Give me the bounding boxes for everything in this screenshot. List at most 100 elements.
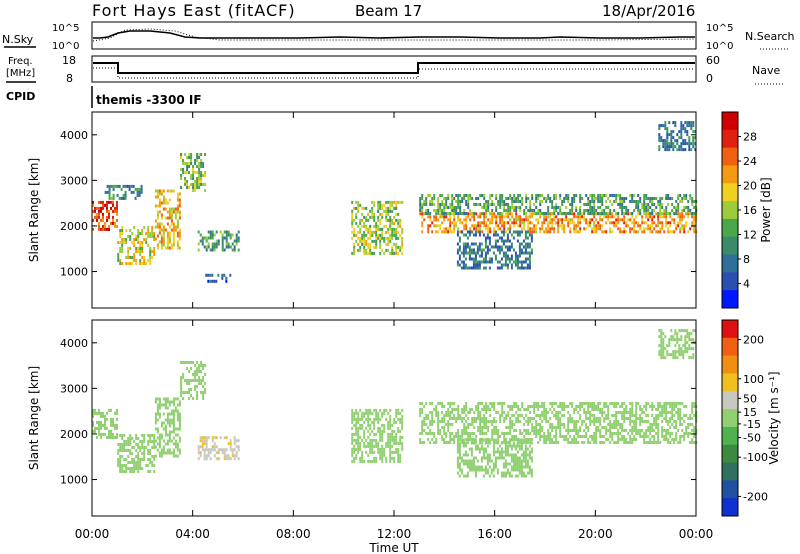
power-echo-cell [162,189,165,193]
velocity-echo-cell [116,423,118,427]
power-echo-cell [593,200,596,203]
velocity-echo-cell [577,405,580,408]
velocity-echo-cell [660,335,663,339]
power-echo-cell [487,230,490,234]
velocity-echo-cell [609,420,612,423]
velocity-echo-cell [671,423,674,426]
velocity-echo-cell [679,411,682,414]
velocity-echo-cell [502,465,505,469]
velocity-echo-cell [563,402,566,405]
power-echo-cell [579,221,582,225]
power-echo-cell [657,224,660,228]
velocity-echo-cell [613,423,616,426]
power-echo-cell [108,187,111,191]
velocity-echo-cell [389,438,392,442]
velocity-echo-cell [521,432,524,435]
velocity-echo-cell [667,420,670,423]
velocity-echo-cell [482,453,485,457]
velocity-echo-cell [166,406,169,410]
power-echo-cell [437,212,440,215]
velocity-echo-cell [474,468,477,472]
velocity-echo-cell [670,353,673,357]
velocity-echo-cell [94,429,96,433]
power-colorbar-segment [722,147,738,166]
velocity-echo-cell [535,435,538,438]
velocity-echo-cell [367,417,370,421]
velocity-echo-cell [655,417,658,420]
power-echo-cell [176,192,179,196]
power-echo-cell [488,242,491,246]
velocity-echo-cell [506,468,509,472]
velocity-echo-cell [658,353,661,357]
velocity-echo-cell [170,451,173,455]
velocity-echo-cell [425,414,428,417]
velocity-echo-cell [629,411,632,414]
velocity-echo-cell [483,414,486,417]
velocity-echo-cell [651,402,654,405]
power-echo-cell [451,197,454,200]
power-echo-cell [476,266,479,270]
velocity-echo-cell [559,420,562,423]
velocity-echo-cell [470,459,473,463]
velocity-echo-cell [585,423,588,426]
power-echo-cell [665,197,668,200]
power-echo-cell [363,230,366,234]
velocity-echo-cell [457,417,460,420]
power-echo-cell [443,197,446,200]
power-echo-cell [517,224,520,228]
power-echo-cell [553,197,556,200]
power-echo-cell [119,262,122,265]
velocity-echo-cell [367,414,370,418]
power-echo-cell [482,260,485,264]
power-echo-cell [687,206,690,209]
power-echo-cell [563,224,566,228]
power-echo-cell [499,215,502,219]
velocity-echo-cell [665,435,668,438]
power-echo-cell [531,197,534,200]
velocity-echo-cell [108,408,110,412]
velocity-echo-cell [651,414,654,417]
power-echo-cell [677,215,680,219]
power-echo-cell [637,209,640,212]
velocity-echo-cell [227,454,230,458]
power-echo-cell [687,230,690,234]
velocity-echo-cell [621,429,624,432]
power-echo-cell [501,200,504,203]
power-echo-cell [377,236,380,240]
velocity-echo-cell [504,444,507,448]
velocity-echo-cell [573,438,576,441]
velocity-echo-cell [631,429,634,432]
power-echo-cell [489,203,492,206]
power-echo-cell [194,159,197,162]
power-echo-cell [133,256,136,259]
velocity-echo-cell [660,329,663,333]
power-echo-cell [635,221,638,225]
velocity-echo-cell [397,441,400,445]
velocity-echo-cell [591,420,594,423]
power-echo-cell [433,209,436,212]
velocity-echo-cell [531,426,534,429]
velocity-echo-cell [515,411,518,414]
velocity-echo-cell [379,429,382,433]
velocity-echo-cell [467,426,470,429]
power-echo-cell [112,221,114,225]
power-echo-cell [571,221,574,225]
velocity-echo-cell [569,420,572,423]
power-echo-cell [170,216,173,220]
velocity-echo-cell [172,448,175,452]
power-echo-cell [515,209,518,212]
power-echo-cell [462,263,465,267]
velocity-echo-cell [484,447,487,451]
velocity-echo-cell [519,429,522,432]
power-echo-cell [437,230,440,234]
power-echo-cell [567,212,570,215]
power-echo-cell [465,200,468,203]
velocity-echo-cell [192,361,195,364]
velocity-echo-cell [499,402,502,405]
velocity-echo-cell [682,344,685,348]
power-echo-cell [129,262,132,265]
velocity-echo-cell [137,470,140,473]
power-echo-cell [504,251,507,255]
power-echo-cell [477,197,480,200]
velocity-echo-cell [683,432,686,435]
